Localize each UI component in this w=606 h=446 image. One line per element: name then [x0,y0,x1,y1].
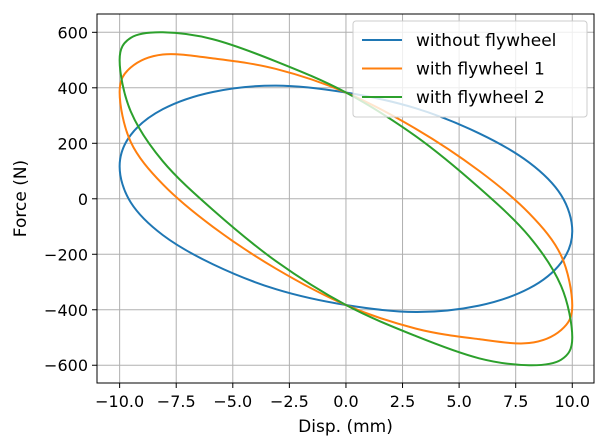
x-tick-label: 5.0 [446,392,471,411]
x-tick-label: 10.0 [554,392,590,411]
series-line-2 [118,53,574,345]
x-tick-label: −10.0 [95,392,144,411]
x-tick-label: −2.5 [270,392,309,411]
y-tick-label: 0 [78,190,88,209]
series-line-1 [118,84,574,313]
series-layer [118,31,574,367]
legend-label-2: with flywheel 1 [416,60,545,80]
legend-box [352,20,588,118]
y-tick-label: −200 [44,245,88,264]
x-axis-label: Disp. (mm) [298,417,393,437]
y-axis-label: Force (N) [11,160,31,237]
y-tick-label: 400 [57,79,88,98]
x-tick-label: 2.5 [390,392,415,411]
legend-label-1: without flywheel [416,31,556,51]
y-tick-label: 200 [57,134,88,153]
x-tick-label: −7.5 [157,392,196,411]
x-tick-label: 0.0 [333,392,358,411]
ticks: −10.0 −7.5 −5.0 −2.5 0.0 2.5 5.0 7.5 10.0 −600 −40… [44,23,590,411]
y-tick-label: −600 [44,356,88,375]
x-tick-label: −5.0 [213,392,252,411]
y-tick-label: −400 [44,301,88,320]
y-tick-label: 600 [57,23,88,42]
legend-label-3: with flywheel 2 [416,88,545,108]
legend: without flywheel with flywheel 1 with flyw… [352,20,588,118]
series-line-3 [118,31,574,367]
x-tick-label: 7.5 [503,392,528,411]
